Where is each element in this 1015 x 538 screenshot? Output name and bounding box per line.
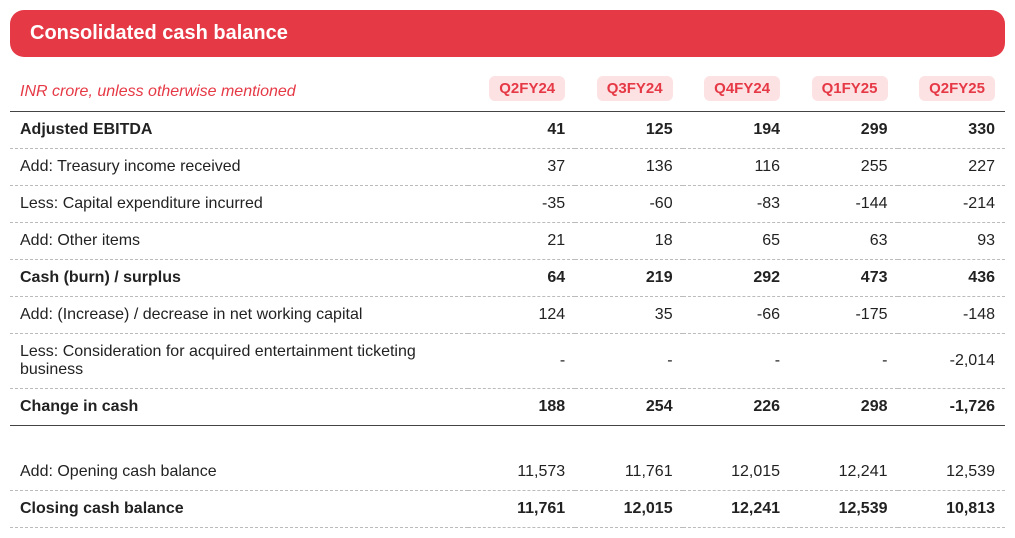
value-cell: 12,241 — [683, 491, 790, 528]
col-header: Q2FY24 — [468, 67, 575, 112]
value-cell: 64 — [468, 260, 575, 297]
row-label: Closing cash balance — [10, 491, 468, 528]
value-cell: 93 — [898, 223, 1006, 260]
value-cell: 63 — [790, 223, 897, 260]
value-cell: 12,015 — [683, 454, 790, 491]
col-header: Q2FY25 — [898, 67, 1006, 112]
value-cell: - — [468, 334, 575, 389]
value-cell: -144 — [790, 186, 897, 223]
table-row: Adjusted EBITDA41125194299330 — [10, 112, 1005, 149]
value-cell: 12,241 — [790, 454, 897, 491]
period-badge: Q3FY24 — [597, 76, 673, 101]
row-label: Less: Capital expenditure incurred — [10, 186, 468, 223]
value-cell: 35 — [575, 297, 682, 334]
value-cell: 12,015 — [575, 491, 682, 528]
col-header: Q4FY24 — [683, 67, 790, 112]
spacer-cell — [10, 426, 1005, 455]
table-row: Add: (Increase) / decrease in net workin… — [10, 297, 1005, 334]
value-cell: -60 — [575, 186, 682, 223]
value-cell: -35 — [468, 186, 575, 223]
value-cell: 255 — [790, 149, 897, 186]
value-cell: 299 — [790, 112, 897, 149]
value-cell: 194 — [683, 112, 790, 149]
value-cell: 436 — [898, 260, 1006, 297]
value-cell: - — [683, 334, 790, 389]
value-cell: 226 — [683, 389, 790, 426]
value-cell: 330 — [898, 112, 1006, 149]
row-label: Adjusted EBITDA — [10, 112, 468, 149]
row-label: Cash (burn) / surplus — [10, 260, 468, 297]
col-header: Q3FY24 — [575, 67, 682, 112]
row-label: Add: Opening cash balance — [10, 454, 468, 491]
row-label: Change in cash — [10, 389, 468, 426]
value-cell: 41 — [468, 112, 575, 149]
value-cell: 12,539 — [790, 491, 897, 528]
value-cell: 298 — [790, 389, 897, 426]
value-cell: - — [575, 334, 682, 389]
table-row: Add: Other items2118656393 — [10, 223, 1005, 260]
table-row: Add: Opening cash balance11,57311,76112,… — [10, 454, 1005, 491]
value-cell: 11,761 — [468, 491, 575, 528]
financial-table: INR crore, unless otherwise mentioned Q2… — [10, 67, 1005, 528]
row-label: Add: Treasury income received — [10, 149, 468, 186]
value-cell: -214 — [898, 186, 1006, 223]
value-cell: -83 — [683, 186, 790, 223]
table-title-bar: Consolidated cash balance — [10, 10, 1005, 57]
table-row: Cash (burn) / surplus64219292473436 — [10, 260, 1005, 297]
value-cell: 124 — [468, 297, 575, 334]
col-header: Q1FY25 — [790, 67, 897, 112]
value-cell: 116 — [683, 149, 790, 186]
value-cell: 227 — [898, 149, 1006, 186]
value-cell: 473 — [790, 260, 897, 297]
table-title: Consolidated cash balance — [30, 22, 288, 44]
period-badge: Q2FY24 — [489, 76, 565, 101]
value-cell: 65 — [683, 223, 790, 260]
value-cell: -148 — [898, 297, 1006, 334]
table-row: Less: Capital expenditure incurred-35-60… — [10, 186, 1005, 223]
value-cell: 18 — [575, 223, 682, 260]
value-cell: 21 — [468, 223, 575, 260]
value-cell: 10,813 — [898, 491, 1006, 528]
value-cell: 136 — [575, 149, 682, 186]
value-cell: -66 — [683, 297, 790, 334]
value-cell: - — [790, 334, 897, 389]
table-row: Closing cash balance11,76112,01512,24112… — [10, 491, 1005, 528]
value-cell: 254 — [575, 389, 682, 426]
value-cell: 188 — [468, 389, 575, 426]
subtitle-cell: INR crore, unless otherwise mentioned — [10, 67, 468, 112]
header-row: INR crore, unless otherwise mentioned Q2… — [10, 67, 1005, 112]
value-cell: -1,726 — [898, 389, 1006, 426]
table-row: Change in cash188254226298-1,726 — [10, 389, 1005, 426]
value-cell: 219 — [575, 260, 682, 297]
value-cell: 292 — [683, 260, 790, 297]
value-cell: 125 — [575, 112, 682, 149]
row-label: Add: (Increase) / decrease in net workin… — [10, 297, 468, 334]
period-badge: Q2FY25 — [919, 76, 995, 101]
value-cell: 12,539 — [898, 454, 1006, 491]
value-cell: 11,573 — [468, 454, 575, 491]
row-label: Add: Other items — [10, 223, 468, 260]
table-row: Add: Treasury income received37136116255… — [10, 149, 1005, 186]
period-badge: Q1FY25 — [812, 76, 888, 101]
value-cell: -175 — [790, 297, 897, 334]
table-row: Less: Consideration for acquired enterta… — [10, 334, 1005, 389]
table-subtitle: INR crore, unless otherwise mentioned — [20, 83, 296, 100]
value-cell: 11,761 — [575, 454, 682, 491]
row-label: Less: Consideration for acquired enterta… — [10, 334, 468, 389]
value-cell: 37 — [468, 149, 575, 186]
period-badge: Q4FY24 — [704, 76, 780, 101]
value-cell: -2,014 — [898, 334, 1006, 389]
spacer-row — [10, 426, 1005, 455]
